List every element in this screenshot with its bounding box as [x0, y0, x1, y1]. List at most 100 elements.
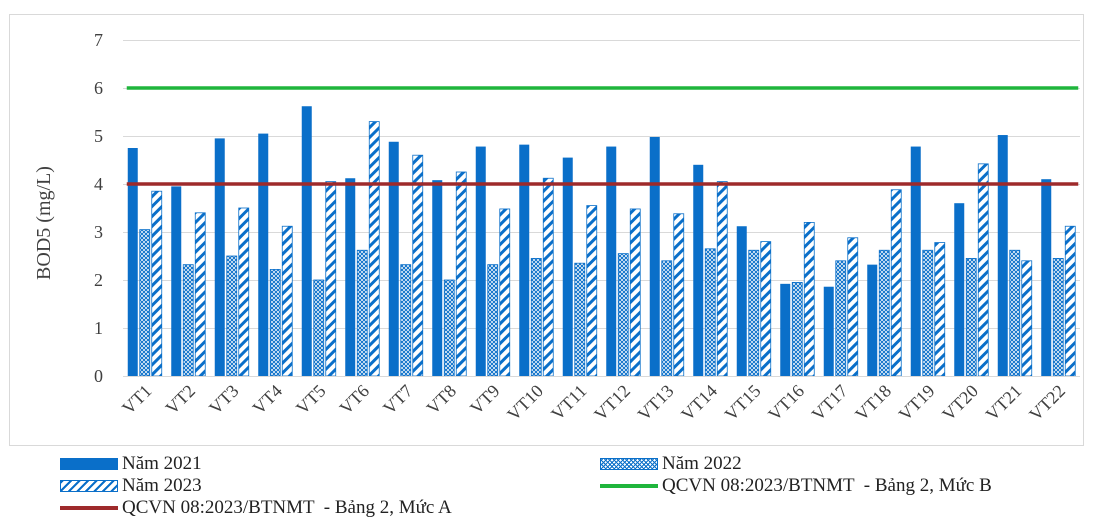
bar-crosshatch	[400, 264, 412, 377]
bar-crosshatch	[1009, 249, 1021, 377]
y-axis-label: BOD5 (mg/L)	[33, 166, 55, 280]
bar-solid	[954, 203, 965, 376]
bar-solid	[345, 178, 356, 376]
x-axis-ticks: VT1 VT2 VT3 VT4 VT5 VT6 VT7 VT8 VT9 VT10 VT11 VT12 V…	[118, 381, 1069, 425]
legend-label-2021: Năm 2021	[122, 453, 202, 474]
x-tick-label: VT6	[336, 381, 373, 418]
bar-crosshatch	[748, 249, 760, 377]
legend-swatch-stripes	[60, 480, 118, 492]
bar-stripes	[673, 213, 685, 377]
bar-stripes	[325, 181, 337, 377]
x-tick-label: VT2	[162, 381, 199, 418]
bar-solid	[127, 148, 138, 376]
bar-crosshatch	[965, 257, 977, 377]
bar-crosshatch	[835, 260, 847, 377]
bar-crosshatch	[530, 257, 542, 377]
bar-solid	[606, 146, 617, 376]
bar-solid	[214, 138, 225, 376]
legend-swatch-line-red	[60, 506, 118, 510]
legend-item-2022: Năm 2022	[600, 453, 742, 475]
bar-stripes	[847, 237, 859, 377]
bar-crosshatch	[1052, 257, 1064, 377]
bar-series	[127, 106, 1076, 377]
legend-swatch-line-green	[600, 484, 658, 488]
bar-stripes	[151, 190, 163, 377]
x-tick-label: VT15	[721, 381, 765, 425]
x-tick-label: VT12	[590, 381, 634, 425]
bar-solid	[736, 226, 747, 376]
legend-label-2023: Năm 2023	[122, 475, 202, 496]
bar-stripes	[542, 177, 554, 377]
bar-crosshatch	[922, 249, 934, 377]
bar-stripes	[803, 221, 815, 377]
bar-stripes	[934, 242, 946, 377]
x-tick-label: VT3	[205, 381, 242, 418]
legend-item-2023: Năm 2023	[60, 475, 202, 497]
x-tick-label: VT14	[677, 381, 721, 425]
bar-solid	[519, 144, 530, 376]
bar-crosshatch	[356, 249, 368, 377]
bar-solid	[997, 135, 1008, 376]
bar-stripes	[238, 207, 250, 377]
x-tick-label: VT4	[249, 381, 286, 418]
bar-stripes	[281, 225, 293, 377]
y-tick-label: 0	[94, 366, 103, 386]
y-tick-label: 3	[94, 222, 103, 242]
x-tick-label: VT11	[547, 381, 590, 424]
bar-crosshatch	[487, 264, 499, 377]
bar-stripes	[368, 121, 380, 377]
bar-crosshatch	[574, 262, 586, 377]
bar-stripes	[1064, 225, 1076, 377]
x-tick-label: VT1	[118, 381, 155, 418]
x-tick-label: VT7	[379, 381, 416, 418]
bar-solid	[301, 106, 312, 377]
bar-crosshatch	[182, 264, 194, 377]
bar-stripes	[499, 208, 511, 377]
x-tick-label: VT20	[938, 381, 982, 425]
bar-crosshatch	[661, 260, 673, 377]
bar-stripes	[586, 205, 598, 377]
bar-crosshatch	[878, 249, 890, 377]
bar-solid	[780, 283, 791, 376]
bar-crosshatch	[226, 255, 238, 377]
bar-stripes	[760, 241, 772, 377]
x-tick-label: VT13	[634, 381, 678, 425]
chart-border	[9, 14, 1084, 446]
bar-stripes	[455, 171, 467, 377]
bar-crosshatch	[791, 281, 803, 377]
bar-crosshatch	[139, 229, 151, 377]
bar-crosshatch	[704, 248, 716, 377]
bar-solid	[562, 157, 573, 376]
bar-stripes	[629, 208, 641, 377]
x-tick-label: VT10	[503, 381, 547, 425]
y-tick-label: 4	[94, 174, 103, 194]
reference-lines	[126, 86, 1079, 186]
bar-solid	[258, 133, 269, 376]
y-tick-label: 6	[94, 78, 103, 98]
bar-solid	[171, 186, 182, 376]
bar-stripes	[1021, 260, 1033, 377]
bar-crosshatch	[269, 269, 281, 377]
bar-stripes	[977, 163, 989, 377]
bar-solid	[693, 164, 704, 376]
bar-solid	[475, 146, 486, 376]
x-tick-label: VT17	[808, 381, 852, 425]
legend-swatch-solid	[60, 458, 118, 470]
x-tick-label: VT8	[423, 381, 460, 418]
legend-swatch-crosshatch	[600, 458, 658, 470]
x-tick-label: VT5	[292, 381, 329, 418]
bar-stripes	[194, 212, 206, 377]
chart-legend: Năm 2021 Năm 2022 Năm 2023 QCVN 08:2023/…	[0, 448, 1093, 525]
bar-stripes	[412, 154, 424, 377]
y-tick-label: 2	[94, 270, 103, 290]
bar-crosshatch	[443, 279, 455, 377]
legend-label-level-b: QCVN 08:2023/BTNMT - Bảng 2, Mức B	[662, 475, 992, 496]
x-tick-label: VT19	[895, 381, 939, 425]
legend-item-2021: Năm 2021	[60, 453, 202, 475]
bar-solid	[910, 146, 921, 376]
bar-stripes	[890, 189, 902, 377]
legend-item-level-a: QCVN 08:2023/BTNMT - Bảng 2, Mức A	[60, 497, 452, 519]
legend-item-level-b: QCVN 08:2023/BTNMT - Bảng 2, Mức B	[600, 475, 992, 497]
y-axis-ticks: 0 1 2 3 4 5 6 7	[94, 30, 103, 386]
